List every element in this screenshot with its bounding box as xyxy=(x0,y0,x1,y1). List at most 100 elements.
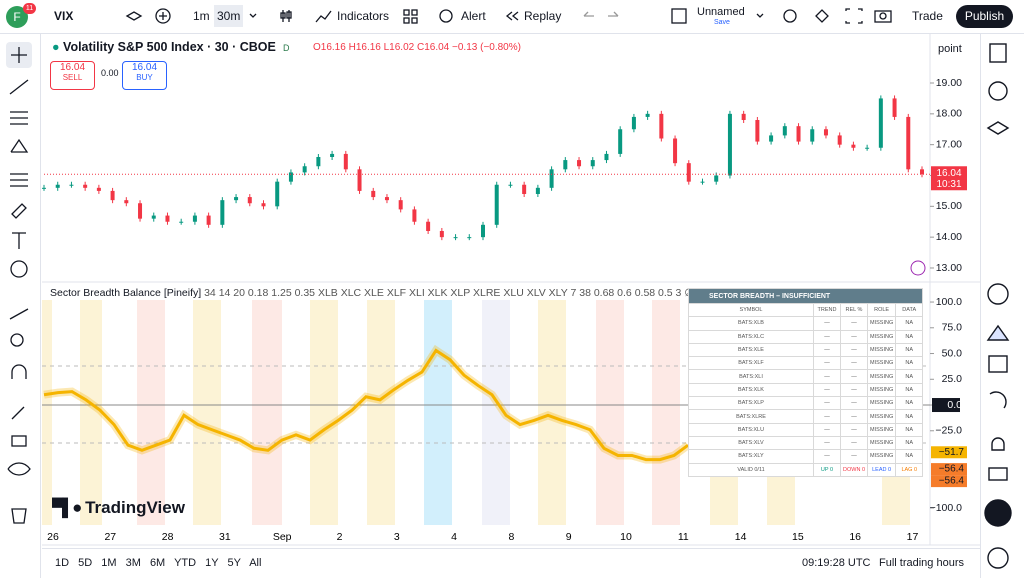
replay-button[interactable]: Replay xyxy=(524,9,562,23)
y-tick-label: 0.0 xyxy=(947,399,962,411)
candle xyxy=(920,169,924,175)
countdown: 10:31 xyxy=(936,179,961,190)
range-button[interactable]: 1Y xyxy=(205,557,219,569)
range-button[interactable]: 1D xyxy=(55,557,70,569)
y-tick-label: 75.0 xyxy=(942,322,963,334)
last-price: 16.04 xyxy=(936,168,961,179)
y-tick-label: 13.00 xyxy=(936,262,962,274)
candle xyxy=(220,200,225,225)
table-row: BATS:XLP — — MISSING NA xyxy=(688,396,924,411)
cell: BATS:XLP xyxy=(688,396,814,411)
indicator-legend: Sector Breadth Balance [Pineify] 34 14 2… xyxy=(50,287,735,299)
buy-label: BUY xyxy=(136,73,153,82)
candle xyxy=(124,200,129,204)
layout-name[interactable]: Unnamed xyxy=(697,6,745,18)
x-tick-label: 26 xyxy=(47,531,59,543)
buy-button[interactable]: 16.04 BUY xyxy=(122,61,167,90)
sell-price: 16.04 xyxy=(59,62,86,73)
range-button[interactable]: YTD xyxy=(174,557,197,569)
sell-label: SELL xyxy=(62,73,83,82)
range-button[interactable]: 5D xyxy=(78,557,93,569)
cell: — xyxy=(840,422,868,437)
candle xyxy=(686,163,691,182)
scale-mode[interactable]: point xyxy=(938,43,962,55)
cell: MISSING xyxy=(866,422,897,437)
indicators-button[interactable]: Indicators xyxy=(337,9,390,23)
x-tick-label: 17 xyxy=(907,531,919,543)
last-price-box xyxy=(931,166,967,191)
candle xyxy=(439,230,444,238)
cell: — xyxy=(813,356,841,371)
cell: NA xyxy=(895,342,924,358)
cell: — xyxy=(840,449,868,464)
range-button[interactable]: All xyxy=(249,557,262,569)
footer-cell: LAG 0 xyxy=(895,462,924,477)
cell: — xyxy=(813,422,841,437)
ohlc-value: H16.16 xyxy=(348,42,381,53)
sell-button[interactable]: 16.04 SELL xyxy=(50,61,95,90)
candle xyxy=(865,147,870,149)
footer-cell: LEAD 0 xyxy=(866,462,897,477)
cell: — xyxy=(813,329,841,344)
cell: — xyxy=(813,369,841,384)
zero-box xyxy=(932,398,960,413)
value-marker xyxy=(931,446,967,459)
bottom-bar xyxy=(42,548,980,579)
buy-price: 16.04 xyxy=(131,62,158,73)
publish-button[interactable]: Publish xyxy=(956,5,1013,28)
clock: 09:19:28 UTC xyxy=(802,557,871,569)
cell: MISSING xyxy=(866,329,897,344)
range-button[interactable]: 5Y xyxy=(227,557,241,569)
candle xyxy=(631,116,636,130)
alert-button[interactable]: Alert xyxy=(461,9,486,23)
candle xyxy=(535,187,540,194)
cell: MISSING xyxy=(866,435,897,451)
x-tick-label: 16 xyxy=(849,531,861,543)
candle xyxy=(453,237,458,239)
column-header: TREND xyxy=(813,302,841,318)
candle xyxy=(878,98,883,148)
candle xyxy=(755,120,760,142)
cell: — xyxy=(840,369,868,384)
candle xyxy=(83,184,88,188)
ohlc-value: L16.02 xyxy=(383,42,415,53)
trade-button[interactable]: Trade xyxy=(912,9,943,23)
cell: BATS:XLY xyxy=(688,449,814,464)
interval[interactable]: 30m xyxy=(214,5,244,27)
avatar[interactable]: F xyxy=(6,6,28,28)
cell: — xyxy=(813,449,841,464)
cell: NA xyxy=(895,369,924,384)
candle xyxy=(384,197,389,201)
candle xyxy=(302,166,307,173)
table-row: BATS:XLE — — MISSING NA xyxy=(688,342,924,358)
table-row: BATS:XLV — — MISSING NA xyxy=(688,435,924,451)
symbol[interactable]: VIX xyxy=(54,9,74,23)
candle xyxy=(494,184,499,225)
table-title: SECTOR BREADTH – INSUFFICIENT xyxy=(687,288,924,304)
table-row: BATS:XLF — — MISSING NA xyxy=(688,356,924,371)
cell: — xyxy=(840,342,868,358)
indicator-line xyxy=(43,348,689,462)
interval[interactable]: 1m xyxy=(193,9,210,23)
range-button[interactable]: 3M xyxy=(125,557,141,569)
cell: MISSING xyxy=(866,382,897,398)
range-button[interactable]: 6M xyxy=(149,557,166,569)
range-button[interactable]: 1M xyxy=(101,557,117,569)
indicator-title: Sector Breadth Balance [Pineify] xyxy=(50,287,202,299)
cell: — xyxy=(813,316,841,331)
candle xyxy=(343,153,348,170)
candle xyxy=(769,135,774,142)
cell: BATS:XLRE xyxy=(688,409,814,424)
ohlc-value: C16.04 xyxy=(417,42,450,53)
toolbar-icons xyxy=(125,8,892,24)
ohlc-value: O16.16 xyxy=(313,42,346,53)
spread: 0.00 xyxy=(101,68,119,78)
candle xyxy=(165,215,170,222)
cell: MISSING xyxy=(866,316,897,331)
candle xyxy=(330,153,335,157)
cell: — xyxy=(840,382,868,398)
cell: — xyxy=(840,316,868,331)
column-header: SYMBOL xyxy=(688,302,814,318)
x-tick-label: Sep xyxy=(273,531,292,543)
